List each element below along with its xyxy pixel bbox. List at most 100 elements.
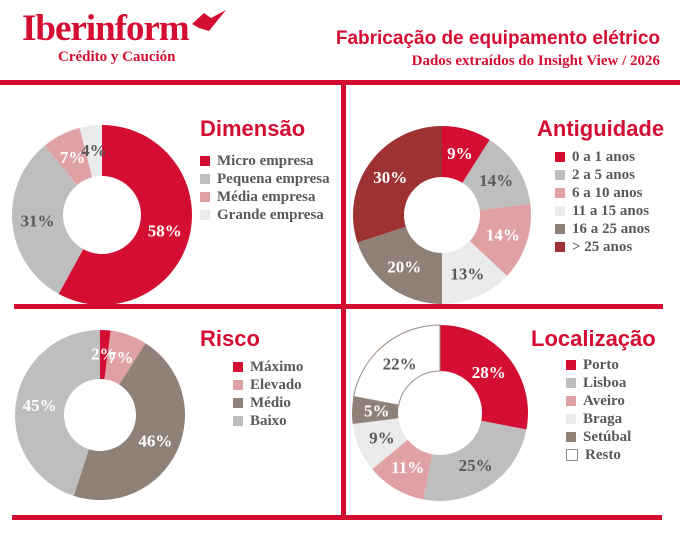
donut-slice-2-a-5-anos [462, 139, 531, 211]
legend-item: Resto [566, 446, 631, 464]
donut-slice-11-a-15-anos [442, 241, 507, 304]
legend-swatch [233, 380, 243, 390]
slice-label: 28% [472, 363, 506, 382]
legend-item: Porto [566, 356, 631, 374]
donut-chart-risco: 2%7% 46% 45% [14, 330, 186, 501]
legend-swatch [555, 242, 565, 252]
logo-tagline: Crédito y Caución [58, 49, 176, 65]
slice-label: 7% [60, 148, 86, 167]
legend-label: Lisboa [583, 374, 627, 391]
legend-label: 0 a 1 anos [572, 148, 635, 165]
legend-item: Baixo [233, 412, 303, 430]
chart-title-antiguidade: Antiguidade [537, 116, 665, 141]
legend-swatch [200, 156, 210, 166]
legend-item: 6 a 10 anos [555, 184, 650, 202]
legend-label: Setúbal [583, 428, 632, 445]
slice-label: 22% [383, 355, 417, 374]
legend-swatch [555, 206, 565, 216]
legend-swatch [200, 192, 210, 202]
legend-item: Aveiro [566, 392, 631, 410]
legend-item: 2 a 5 anos [555, 166, 650, 184]
donut-slice-m-dio [73, 343, 186, 501]
legend-localizacao: Porto Lisboa Aveiro Braga Setúbal Resto [566, 356, 631, 464]
slice-label: 14% [479, 171, 513, 190]
slice-label: 11% [391, 458, 424, 477]
slice-label: 14% [486, 225, 520, 244]
slice-label: 9% [447, 144, 473, 163]
donut-slice-braga [352, 418, 408, 470]
legend-label: Médio [250, 394, 291, 411]
slice-label: 45% [23, 396, 57, 415]
legend-swatch [233, 416, 243, 426]
legend-item: Setúbal [566, 428, 631, 446]
logo-wordmark: Iberinform [22, 8, 190, 49]
legend-antiguidade: 0 a 1 anos 2 a 5 anos 6 a 10 anos 11 a 15 a… [555, 148, 650, 256]
slice-label: 31% [21, 212, 55, 231]
divider-top [0, 80, 680, 85]
donut-slice-m-ximo [100, 330, 111, 380]
slice-label: 7% [108, 348, 134, 367]
donut-slice-porto [440, 325, 528, 430]
legend-item: > 25 anos [555, 238, 650, 256]
slice-label: 4% [81, 141, 107, 160]
legend-swatch [555, 170, 565, 180]
legend-item: Braga [566, 410, 631, 428]
legend-item: 16 a 25 anos [555, 220, 650, 238]
donut-slice-micro-empresa [58, 125, 192, 305]
legend-swatch [200, 210, 210, 220]
divider-middle [14, 304, 663, 309]
legend-swatch [566, 432, 576, 442]
donut-slice-resto [352, 324, 441, 406]
legend-swatch [200, 174, 210, 184]
iberinform-logo: Iberinform Crédito y Caución [22, 10, 231, 66]
legend-swatch [566, 449, 578, 461]
legend-label: Braga [583, 410, 623, 427]
header-block: Fabricação de equipamento elétrico Dados… [336, 28, 660, 70]
legend-label: Pequena empresa [217, 170, 330, 187]
donut-chart-dimensao: 58% 31% 7%4% [11, 125, 192, 305]
legend-swatch [555, 152, 565, 162]
donut-slice-pequena-empresa [11, 145, 84, 294]
legend-label: Grande empresa [217, 206, 324, 223]
divider-bottom [12, 515, 662, 520]
legend-label: Aveiro [583, 392, 625, 409]
legend-label: Elevado [250, 376, 302, 393]
legend-item: Média empresa [200, 188, 330, 206]
legend-label: 11 a 15 anos [572, 202, 650, 219]
legend-label: 6 a 10 anos [572, 184, 643, 201]
legend-dimensao: Micro empresa Pequena empresa Média empres… [200, 152, 330, 224]
slice-label: 25% [459, 456, 493, 475]
slice-label: 9% [369, 429, 395, 448]
legend-item: Micro empresa [200, 152, 330, 170]
legend-swatch [566, 378, 576, 388]
legend-swatch [555, 188, 565, 198]
slice-label: 13% [450, 264, 484, 283]
legend-item: Pequena empresa [200, 170, 330, 188]
legend-label: Baixo [250, 412, 287, 429]
legend-swatch [555, 224, 565, 234]
slice-label: 20% [387, 257, 421, 276]
donut-slice-baixo [14, 330, 100, 496]
slice-label: 5% [364, 402, 390, 421]
legend-item: Elevado [233, 376, 303, 394]
divider-vertical [341, 80, 346, 518]
donut-slice-grande-empresa [79, 125, 102, 178]
legend-item: Grande empresa [200, 206, 330, 224]
legend-label: > 25 anos [572, 238, 633, 255]
legend-swatch [566, 396, 576, 406]
bird-icon [191, 10, 226, 31]
donut-slice--25-anos [353, 126, 442, 243]
slice-label: 58% [148, 222, 182, 241]
legend-swatch [566, 360, 576, 370]
donut-chart-localizacao: 28% 25% 11% 9% 5% 22% [351, 324, 528, 501]
legend-label: Porto [583, 356, 619, 373]
legend-swatch [566, 414, 576, 424]
donut-slice-lisboa [423, 420, 527, 501]
donut-slice-6-a-10-anos [469, 203, 532, 276]
legend-item: 0 a 1 anos [555, 148, 650, 166]
donut-slice-m-dia-empresa [44, 127, 93, 185]
legend-label: 2 a 5 anos [572, 166, 635, 183]
legend-swatch [233, 398, 243, 408]
donut-slice-aveiro [372, 439, 433, 500]
